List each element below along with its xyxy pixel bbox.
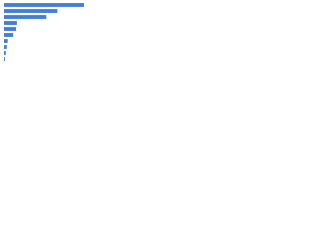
bar [4, 33, 14, 37]
bar [4, 27, 16, 31]
bar [4, 3, 85, 7]
chart [4, 3, 85, 61]
bar [4, 21, 17, 25]
bar [4, 9, 58, 13]
bar [4, 15, 47, 19]
bar [4, 45, 7, 49]
bar [4, 51, 6, 55]
bar [4, 39, 8, 43]
page: {"chart_data": {"type": "bar", "orientat… [0, 0, 320, 71]
bar [4, 57, 5, 61]
